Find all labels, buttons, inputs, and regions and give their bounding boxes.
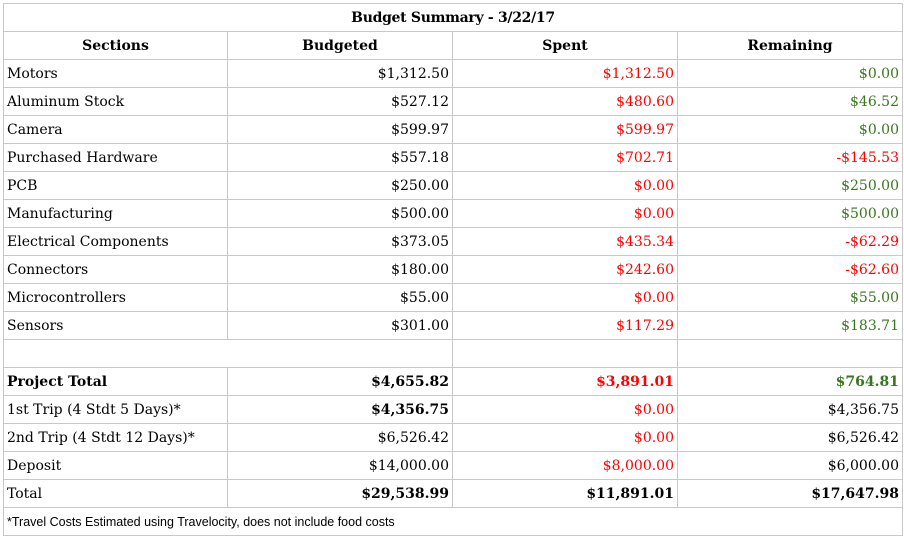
trip2-remaining[interactable]: $6,526.42 bbox=[677, 423, 903, 452]
spent-cell[interactable]: $117.29 bbox=[452, 311, 678, 340]
sheet-title[interactable]: Budget Summary - 3/22/17 bbox=[3, 3, 903, 32]
deposit-remaining[interactable]: $6,000.00 bbox=[677, 451, 903, 480]
total-spent[interactable]: $11,891.01 bbox=[452, 479, 678, 508]
budgeted-cell[interactable]: $1,312.50 bbox=[227, 59, 453, 88]
empty-cell[interactable] bbox=[677, 339, 903, 368]
header-budgeted[interactable]: Budgeted bbox=[227, 31, 453, 60]
remaining-cell[interactable]: $250.00 bbox=[677, 171, 903, 200]
total-budgeted[interactable]: $29,538.99 bbox=[227, 479, 453, 508]
section-name[interactable]: Purchased Hardware bbox=[3, 143, 228, 172]
header-row: Sections Budgeted Spent Remaining bbox=[3, 31, 903, 60]
remaining-cell[interactable]: $183.71 bbox=[677, 311, 903, 340]
deposit-row: Deposit $14,000.00 $8,000.00 $6,000.00 bbox=[3, 451, 903, 480]
section-name[interactable]: PCB bbox=[3, 171, 228, 200]
budgeted-cell[interactable]: $250.00 bbox=[227, 171, 453, 200]
header-sections[interactable]: Sections bbox=[3, 31, 228, 60]
empty-cell[interactable] bbox=[452, 339, 678, 368]
trip1-label[interactable]: 1st Trip (4 Stdt 5 Days)* bbox=[3, 395, 228, 424]
budgeted-cell[interactable]: $599.97 bbox=[227, 115, 453, 144]
table-row: Camera $599.97 $599.97 $0.00 bbox=[3, 115, 903, 144]
table-row: Manufacturing $500.00 $0.00 $500.00 bbox=[3, 199, 903, 228]
budgeted-cell[interactable]: $180.00 bbox=[227, 255, 453, 284]
budgeted-cell[interactable]: $500.00 bbox=[227, 199, 453, 228]
spent-cell[interactable]: $435.34 bbox=[452, 227, 678, 256]
section-name[interactable]: Camera bbox=[3, 115, 228, 144]
table-row: Connectors $180.00 $242.60 -$62.60 bbox=[3, 255, 903, 284]
table-row: Sensors $301.00 $117.29 $183.71 bbox=[3, 311, 903, 340]
footnote-row: *Travel Costs Estimated using Travelocit… bbox=[3, 507, 903, 536]
remaining-cell[interactable]: $0.00 bbox=[677, 59, 903, 88]
deposit-spent[interactable]: $8,000.00 bbox=[452, 451, 678, 480]
total-remaining[interactable]: $17,647.98 bbox=[677, 479, 903, 508]
budgeted-cell[interactable]: $301.00 bbox=[227, 311, 453, 340]
footnote[interactable]: *Travel Costs Estimated using Travelocit… bbox=[3, 507, 903, 536]
remaining-cell[interactable]: $46.52 bbox=[677, 87, 903, 116]
section-name[interactable]: Aluminum Stock bbox=[3, 87, 228, 116]
table-row: PCB $250.00 $0.00 $250.00 bbox=[3, 171, 903, 200]
table-row: Purchased Hardware $557.18 $702.71 -$145… bbox=[3, 143, 903, 172]
section-name[interactable]: Sensors bbox=[3, 311, 228, 340]
remaining-cell[interactable]: -$145.53 bbox=[677, 143, 903, 172]
section-name[interactable]: Connectors bbox=[3, 255, 228, 284]
blank-row bbox=[3, 339, 903, 368]
trip1-remaining[interactable]: $4,356.75 bbox=[677, 395, 903, 424]
trip2-budgeted[interactable]: $6,526.42 bbox=[227, 423, 453, 452]
budget-summary-table: Budget Summary - 3/22/17 Sections Budget… bbox=[3, 3, 903, 536]
trip2-label[interactable]: 2nd Trip (4 Stdt 12 Days)* bbox=[3, 423, 228, 452]
table-row: Aluminum Stock $527.12 $480.60 $46.52 bbox=[3, 87, 903, 116]
section-name[interactable]: Electrical Components bbox=[3, 227, 228, 256]
spent-cell[interactable]: $599.97 bbox=[452, 115, 678, 144]
trip1-budgeted[interactable]: $4,356.75 bbox=[227, 395, 453, 424]
trip2-spent[interactable]: $0.00 bbox=[452, 423, 678, 452]
header-remaining[interactable]: Remaining bbox=[677, 31, 903, 60]
spent-cell[interactable]: $242.60 bbox=[452, 255, 678, 284]
remaining-cell[interactable]: $500.00 bbox=[677, 199, 903, 228]
spent-cell[interactable]: $0.00 bbox=[452, 283, 678, 312]
header-spent[interactable]: Spent bbox=[452, 31, 678, 60]
spent-cell[interactable]: $0.00 bbox=[452, 171, 678, 200]
trip2-row: 2nd Trip (4 Stdt 12 Days)* $6,526.42 $0.… bbox=[3, 423, 903, 452]
section-name[interactable]: Motors bbox=[3, 59, 228, 88]
table-row: Electrical Components $373.05 $435.34 -$… bbox=[3, 227, 903, 256]
table-row: Motors $1,312.50 $1,312.50 $0.00 bbox=[3, 59, 903, 88]
section-name[interactable]: Manufacturing bbox=[3, 199, 228, 228]
empty-cell[interactable] bbox=[3, 339, 453, 368]
project-total-spent[interactable]: $3,891.01 bbox=[452, 367, 678, 396]
spent-cell[interactable]: $480.60 bbox=[452, 87, 678, 116]
budgeted-cell[interactable]: $55.00 bbox=[227, 283, 453, 312]
trip1-row: 1st Trip (4 Stdt 5 Days)* $4,356.75 $0.0… bbox=[3, 395, 903, 424]
budgeted-cell[interactable]: $373.05 bbox=[227, 227, 453, 256]
spent-cell[interactable]: $0.00 bbox=[452, 199, 678, 228]
total-label[interactable]: Total bbox=[3, 479, 228, 508]
trip1-spent[interactable]: $0.00 bbox=[452, 395, 678, 424]
budgeted-cell[interactable]: $527.12 bbox=[227, 87, 453, 116]
project-total-remaining[interactable]: $764.81 bbox=[677, 367, 903, 396]
project-total-row: Project Total $4,655.82 $3,891.01 $764.8… bbox=[3, 367, 903, 396]
remaining-cell[interactable]: $55.00 bbox=[677, 283, 903, 312]
spent-cell[interactable]: $1,312.50 bbox=[452, 59, 678, 88]
remaining-cell[interactable]: -$62.60 bbox=[677, 255, 903, 284]
section-name[interactable]: Microcontrollers bbox=[3, 283, 228, 312]
remaining-cell[interactable]: -$62.29 bbox=[677, 227, 903, 256]
remaining-cell[interactable]: $0.00 bbox=[677, 115, 903, 144]
spent-cell[interactable]: $702.71 bbox=[452, 143, 678, 172]
title-row: Budget Summary - 3/22/17 bbox=[3, 3, 903, 32]
project-total-label[interactable]: Project Total bbox=[3, 367, 228, 396]
deposit-budgeted[interactable]: $14,000.00 bbox=[227, 451, 453, 480]
table-row: Microcontrollers $55.00 $0.00 $55.00 bbox=[3, 283, 903, 312]
budgeted-cell[interactable]: $557.18 bbox=[227, 143, 453, 172]
deposit-label[interactable]: Deposit bbox=[3, 451, 228, 480]
project-total-budgeted[interactable]: $4,655.82 bbox=[227, 367, 453, 396]
total-row: Total $29,538.99 $11,891.01 $17,647.98 bbox=[3, 479, 903, 508]
